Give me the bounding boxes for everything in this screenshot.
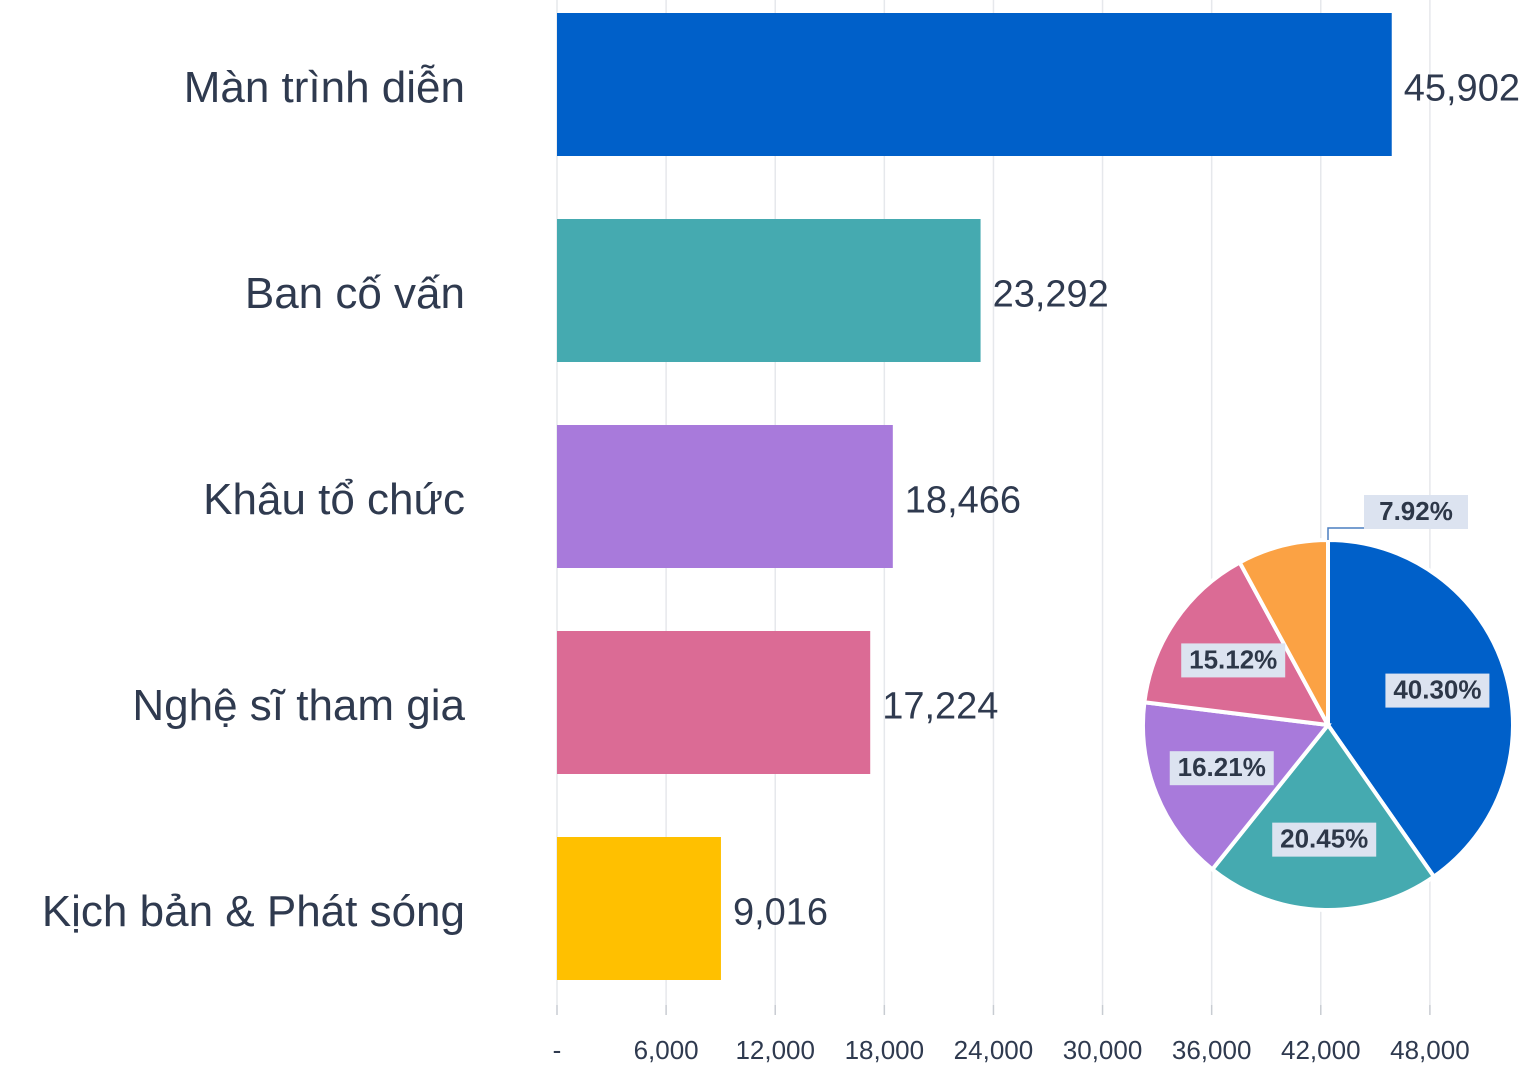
label-box bbox=[1181, 643, 1286, 678]
label-box bbox=[1385, 673, 1490, 708]
slice-label: 7.92% bbox=[1379, 496, 1453, 526]
pie-slice bbox=[1236, 537, 1330, 726]
label-box bbox=[1272, 822, 1377, 857]
x-tick-label: 6,000 bbox=[634, 1035, 699, 1065]
label-box bbox=[1364, 495, 1468, 529]
bar bbox=[557, 837, 721, 980]
value-label: 9,016 bbox=[733, 892, 828, 934]
x-tick-label: 12,000 bbox=[735, 1035, 815, 1065]
category-label: Nghệ sĩ tham gia bbox=[132, 681, 465, 730]
category-label: Ban cố vấn bbox=[245, 269, 465, 318]
slice-label: 20.45% bbox=[1280, 824, 1368, 854]
bar bbox=[557, 219, 981, 362]
value-label: 23,292 bbox=[993, 274, 1109, 316]
pie-slice bbox=[1141, 700, 1332, 873]
slice-label: 16.21% bbox=[1178, 752, 1266, 782]
label-box bbox=[1169, 751, 1274, 786]
x-tick-label: - bbox=[553, 1035, 562, 1065]
slice-label: 40.30% bbox=[1393, 674, 1481, 704]
x-tick-label: 30,000 bbox=[1063, 1035, 1143, 1065]
category-label: Màn trình diễn bbox=[184, 63, 465, 112]
value-label: 45,902 bbox=[1404, 68, 1519, 110]
x-tick-label: 18,000 bbox=[845, 1035, 925, 1065]
bar bbox=[557, 425, 893, 568]
slice-label: 15.12% bbox=[1189, 644, 1277, 674]
x-tick-label: 48,000 bbox=[1390, 1035, 1470, 1065]
bar bbox=[557, 631, 871, 774]
category-label: Kịch bản & Phát sóng bbox=[42, 887, 465, 936]
x-tick-label: 36,000 bbox=[1172, 1035, 1252, 1065]
category-label: Khâu tổ chức bbox=[203, 475, 465, 524]
x-tick-label: 42,000 bbox=[1281, 1035, 1361, 1065]
pie-slice bbox=[1209, 721, 1437, 912]
leader-line bbox=[1327, 527, 1366, 540]
pie-slice bbox=[1326, 537, 1515, 880]
value-label: 17,224 bbox=[882, 686, 998, 728]
x-tick-label: 24,000 bbox=[954, 1035, 1034, 1065]
value-label: 18,466 bbox=[905, 480, 1021, 522]
bar bbox=[557, 13, 1392, 156]
